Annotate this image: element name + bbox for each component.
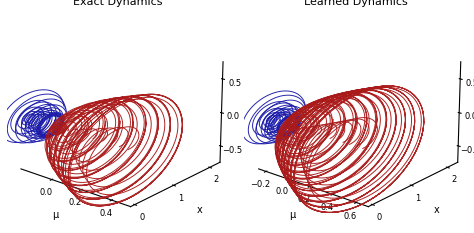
X-axis label: μ: μ <box>52 210 58 220</box>
X-axis label: μ: μ <box>290 210 296 220</box>
Y-axis label: x: x <box>197 205 202 215</box>
Title: Exact Dynamics: Exact Dynamics <box>73 0 163 7</box>
Title: Learned Dynamics: Learned Dynamics <box>304 0 408 7</box>
Y-axis label: x: x <box>434 205 440 215</box>
